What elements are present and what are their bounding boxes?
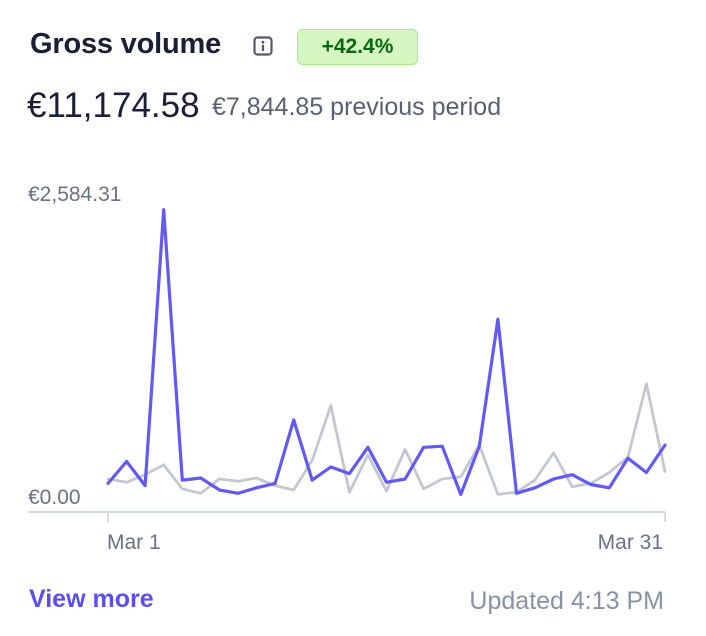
total-value: €11,174.58 [27,86,200,125]
widget-title: Gross volume [30,28,221,60]
y-max-label: €2,584.31 [28,183,121,206]
current-period-line [106,208,667,496]
x-start-label: Mar 1 [107,531,161,554]
change-badge: +42.4% [297,29,418,65]
previous-period-value: €7,844.85 previous period [212,93,502,121]
previous-period-line [106,382,667,496]
view-more-link[interactable]: View more [29,585,154,613]
gross-volume-chart: €2,584.31 €0.00 Mar 1 Mar 31 [28,183,667,554]
info-icon[interactable] [253,36,273,56]
updated-timestamp: Updated 4:13 PM [469,587,664,615]
y-min-label: €0.00 [28,486,81,509]
x-end-label: Mar 31 [598,531,663,554]
